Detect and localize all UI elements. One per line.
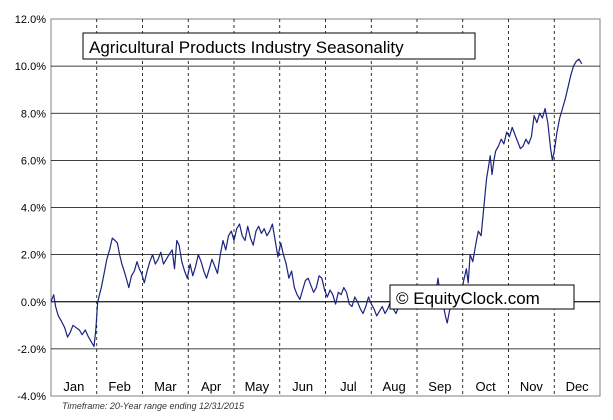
x-tick-label-mar: Mar xyxy=(154,379,177,394)
x-tick-label-may: May xyxy=(245,379,270,394)
y-tick-label: 2.0% xyxy=(21,250,46,262)
y-tick-label: -2.0% xyxy=(17,344,46,356)
chart-canvas: -4.0% -2.0% 0.0% 2.0% 4.0% 6.0% 8.0% 10.0% 12.0%… xyxy=(15,14,601,400)
vertical-gridlines xyxy=(96,19,555,396)
chart-title-box: Agricultural Products Industry Seasonali… xyxy=(82,32,476,60)
x-tick-label-aug: Aug xyxy=(383,379,406,394)
watermark-box: © EquityClock.com xyxy=(389,284,575,310)
x-tick-label-sep: Sep xyxy=(428,379,451,394)
y-tick-label: 8.0% xyxy=(21,108,46,120)
y-tick-label: 12.0% xyxy=(15,14,46,26)
y-tick-label: 0.0% xyxy=(21,297,46,309)
x-tick-label-apr: Apr xyxy=(201,379,222,394)
y-tick-label: 4.0% xyxy=(21,203,46,215)
x-tick-label-jul: Jul xyxy=(340,379,357,394)
x-tick-label-nov: Nov xyxy=(520,379,544,394)
watermark-text: © EquityClock.com xyxy=(396,289,540,308)
x-tick-label-dec: Dec xyxy=(566,379,590,394)
series-layer xyxy=(50,58,583,348)
chart-title: Agricultural Products Industry Seasonali… xyxy=(89,38,404,57)
x-tick-label-jan: Jan xyxy=(63,379,84,394)
x-tick-label-oct: Oct xyxy=(476,379,497,394)
x-axis-tick-labels: Jan Feb Mar Apr May Jun Jul Aug Sep Oct Nov Dec xyxy=(63,379,589,394)
y-axis-tick-labels: -4.0% -2.0% 0.0% 2.0% 4.0% 6.0% 8.0% 10.0% 12.0% xyxy=(15,14,46,400)
series-line-0 xyxy=(50,58,583,348)
y-tick-label: -4.0% xyxy=(17,391,46,400)
y-tick-label: 10.0% xyxy=(15,61,46,73)
x-tick-label-feb: Feb xyxy=(108,379,130,394)
x-tick-label-jun: Jun xyxy=(292,379,313,394)
y-tick-label: 6.0% xyxy=(21,155,46,167)
timeframe-footnote: Timeframe: 20-Year range ending 12/31/20… xyxy=(62,401,245,411)
